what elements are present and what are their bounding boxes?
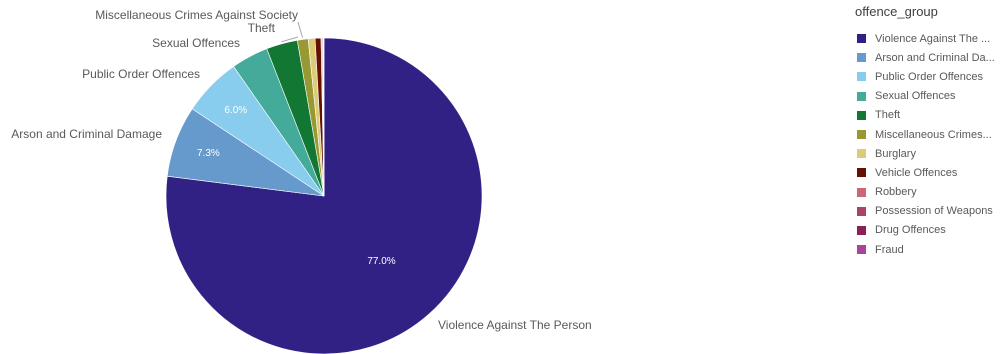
- legend-item-possession-of-weapons[interactable]: Possession of Weapons: [852, 202, 1001, 221]
- leader-line-theft: [281, 36, 299, 43]
- slice-label-public-order-offences: Public Order Offences: [82, 67, 200, 81]
- leader-line-miscellaneous-crimes-against-society: [297, 21, 303, 38]
- pie-chart-svg: 77.0% 7.3% 6.0% Violence Against The Perso…: [11, 8, 592, 354]
- legend-label: Violence Against The ...: [875, 32, 991, 45]
- legend-swatch: [857, 34, 866, 44]
- legend-swatch: [857, 245, 866, 255]
- legend-swatch: [857, 206, 866, 216]
- legend-item-public-order-offences[interactable]: Public Order Offences: [852, 67, 1001, 86]
- legend-item-theft[interactable]: Theft: [852, 106, 1001, 125]
- legend-swatch: [857, 91, 866, 101]
- legend-items: Violence Against The ... Arson and Crimin…: [852, 29, 1001, 259]
- pct-label-arson-and-criminal-damage: 7.3%: [197, 148, 220, 159]
- slice-label-miscellaneous-crimes-against-society: Miscellaneous Crimes Against Society: [95, 8, 298, 22]
- legend-label: Sexual Offences: [875, 90, 956, 103]
- slice-label-sexual-offences: Sexual Offences: [152, 36, 240, 50]
- slice-labels: Violence Against The Person Arson and Cri…: [11, 8, 591, 332]
- legend-item-miscellaneous-crimes-against-society[interactable]: Miscellaneous Crimes...: [852, 125, 1001, 144]
- percent-labels: 77.0% 7.3% 6.0%: [197, 105, 396, 267]
- legend-swatch: [857, 72, 866, 82]
- legend-label: Public Order Offences: [875, 70, 984, 83]
- legend-swatch: [857, 225, 866, 235]
- legend: offence_group Violence Against The ... Ar…: [852, 0, 1001, 259]
- legend-swatch: [857, 168, 866, 178]
- slice-label-theft: Theft: [248, 21, 276, 35]
- legend-item-vehicle-offences[interactable]: Vehicle Offences: [852, 163, 1001, 182]
- legend-swatch: [857, 130, 866, 140]
- legend-label: Theft: [875, 109, 901, 122]
- slice-label-violence-against-the-person: Violence Against The Person: [438, 318, 592, 332]
- legend-label: Drug Offences: [875, 224, 946, 237]
- legend-label: Burglary: [875, 147, 916, 160]
- slice-label-arson-and-criminal-damage: Arson and Criminal Damage: [11, 127, 162, 141]
- legend-swatch: [857, 110, 866, 120]
- legend-swatch: [857, 53, 866, 63]
- legend-item-violence-against-the-person[interactable]: Violence Against The ...: [852, 29, 1001, 48]
- legend-item-drug-offences[interactable]: Drug Offences: [852, 221, 1001, 240]
- legend-label: Fraud: [875, 243, 904, 256]
- pct-label-public-order-offences: 6.0%: [224, 105, 247, 116]
- leader-lines: [281, 21, 303, 43]
- legend-item-arson-and-criminal-damage[interactable]: Arson and Criminal Da...: [852, 48, 1001, 67]
- legend-item-robbery[interactable]: Robbery: [852, 183, 1001, 202]
- legend-item-burglary[interactable]: Burglary: [852, 144, 1001, 163]
- legend-label: Miscellaneous Crimes...: [875, 128, 992, 141]
- legend-title: offence_group: [855, 4, 938, 19]
- legend-item-sexual-offences[interactable]: Sexual Offences: [852, 87, 1001, 106]
- pie-slice-violence-against-the-person[interactable]: [165, 37, 483, 354]
- pie-slices: [165, 37, 483, 354]
- legend-label: Arson and Criminal Da...: [875, 51, 995, 64]
- legend-swatch: [857, 149, 866, 159]
- pct-label-violence-against-the-person: 77.0%: [367, 256, 395, 267]
- legend-label: Possession of Weapons: [875, 205, 993, 218]
- legend-item-fraud[interactable]: Fraud: [852, 240, 1001, 259]
- legend-swatch: [857, 187, 866, 197]
- pie-slice-fraud[interactable]: [323, 37, 325, 197]
- legend-label: Vehicle Offences: [875, 166, 958, 179]
- legend-label: Robbery: [875, 186, 917, 199]
